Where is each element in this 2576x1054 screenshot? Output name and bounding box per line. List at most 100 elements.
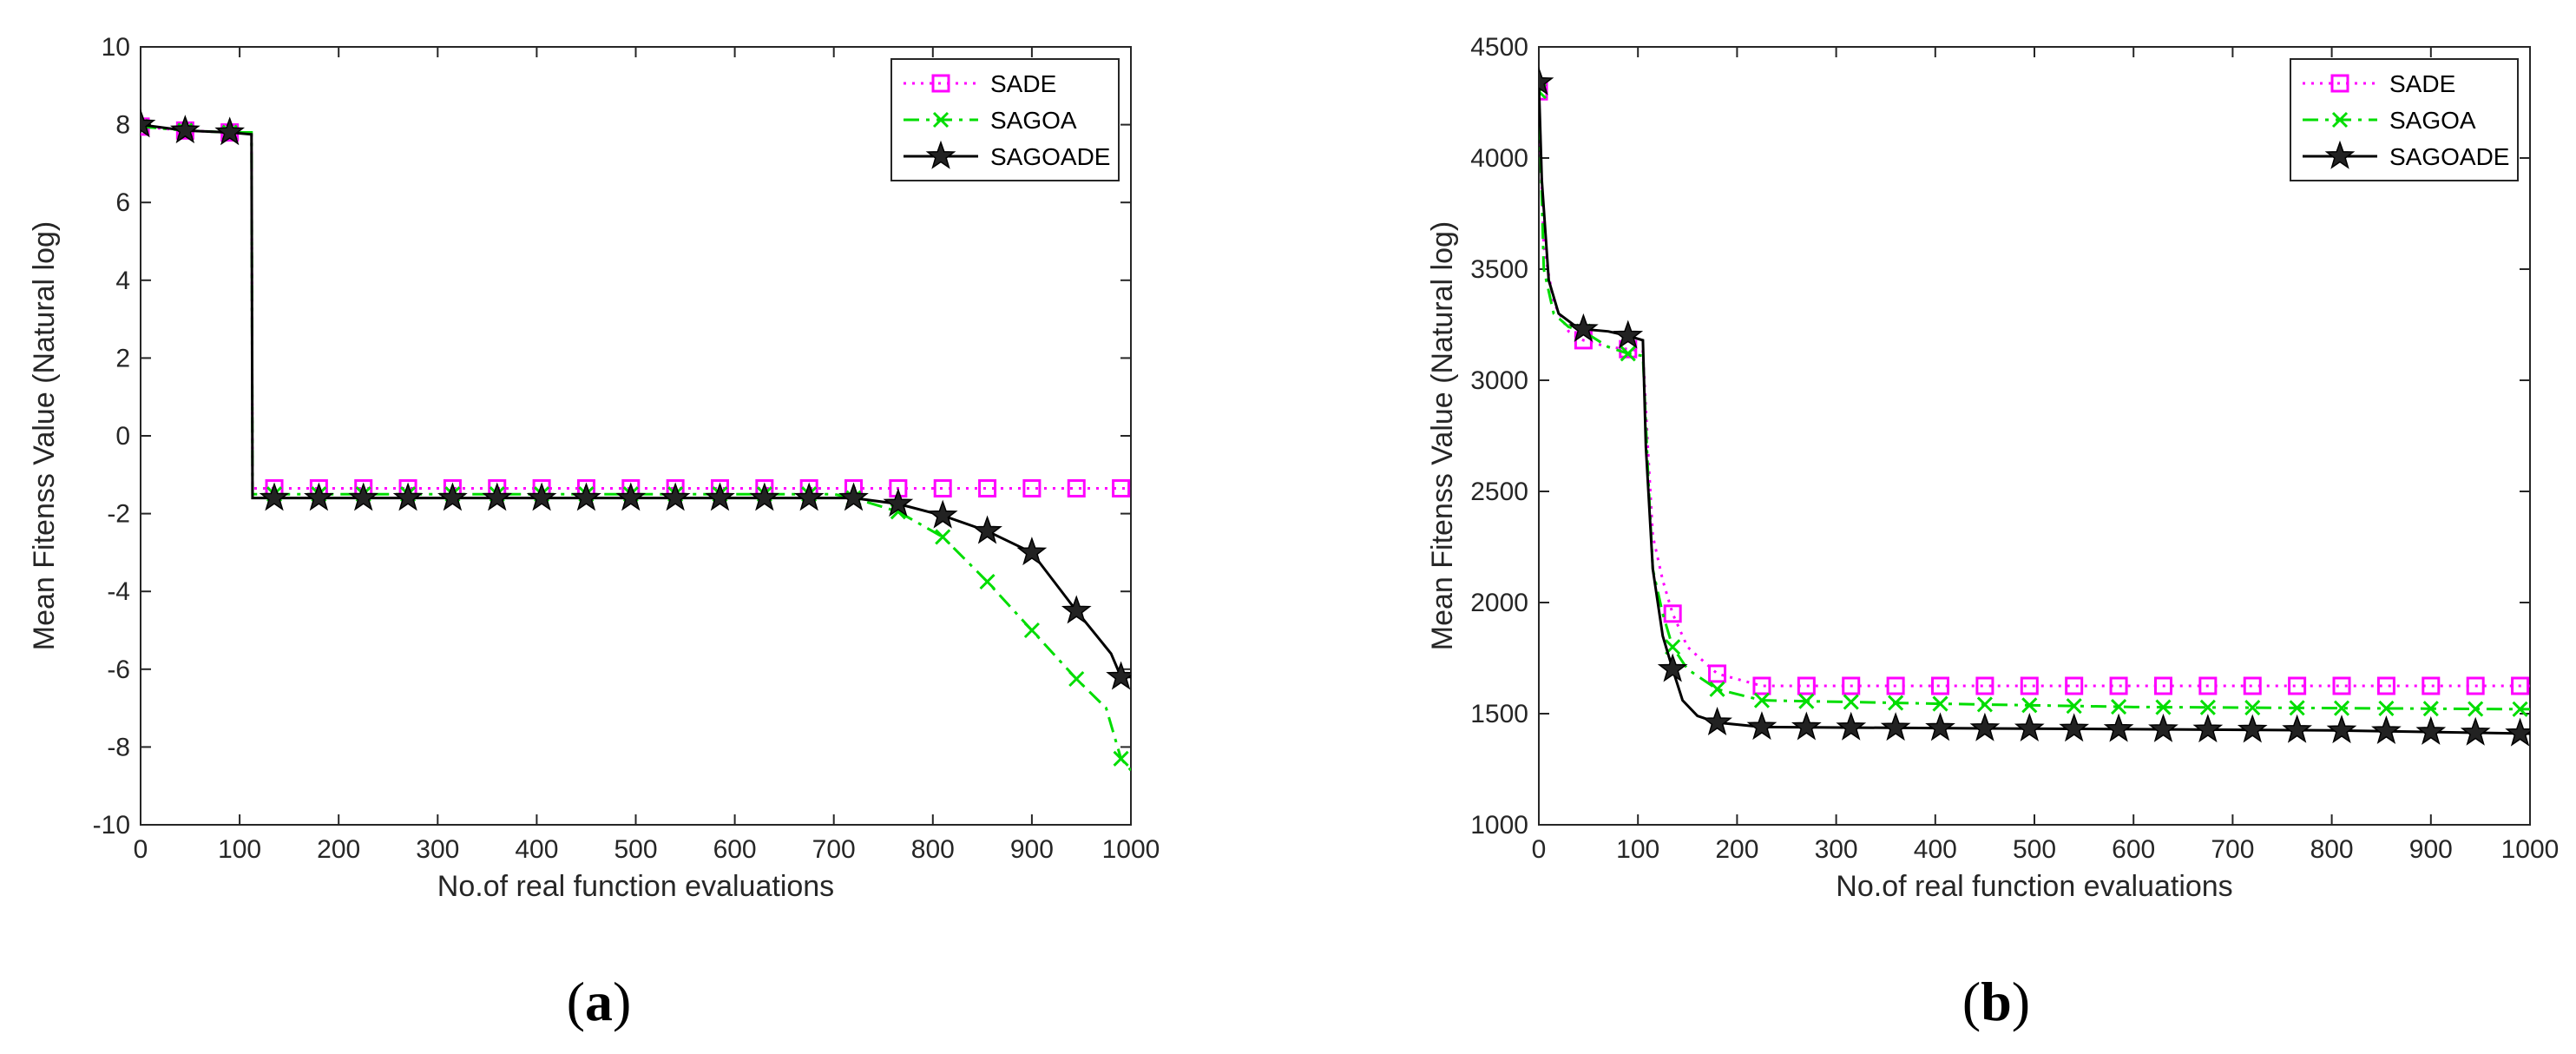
series-marker-sagoade [1061, 595, 1092, 624]
y-tick-label: 1000 [1470, 811, 1528, 840]
series-group [141, 109, 1131, 772]
series-marker-sagoade [214, 116, 246, 146]
y-tick-label: 4 [115, 267, 130, 295]
series-marker-sagoade [1106, 661, 1131, 690]
series-marker-sade [1752, 676, 1771, 695]
series-marker-sagoade [2282, 714, 2312, 743]
series-marker-sagoade [2059, 713, 2090, 742]
legend-marker-sagoa [2331, 111, 2349, 128]
series-marker-sagoa [2422, 701, 2439, 717]
series-marker-sade [2288, 676, 2307, 695]
x-tick-label: 700 [812, 835, 856, 864]
x-tick-label: 800 [911, 835, 955, 864]
series-marker-sade [2422, 676, 2441, 695]
legend-label-sade: SADE [2389, 70, 2455, 97]
series-marker-sagoade [927, 499, 958, 529]
y-tick-label: -10 [93, 811, 130, 840]
series-marker-sagoade [883, 488, 914, 517]
series-marker-sagoa [1932, 695, 1948, 712]
series-marker-sagoa [1843, 694, 1859, 710]
x-tick-label: 200 [317, 835, 360, 864]
series-marker-sagoa [1888, 695, 1904, 711]
x-tick-label: 1000 [1102, 835, 1160, 864]
panel-label: (b) [1962, 971, 2030, 1032]
series-marker-sagoa [1113, 750, 1129, 767]
x-tick-label: 300 [416, 835, 459, 864]
series-marker-sade [1842, 676, 1861, 695]
series-marker-sagoade [1791, 711, 1822, 741]
series-marker-sagoade [2326, 715, 2357, 744]
legend-label-sagoade: SAGOADE [990, 143, 1110, 170]
legend-label-sagoa: SAGOA [2389, 107, 2476, 134]
x-tick-label: 800 [2310, 835, 2354, 864]
series-marker-sagoade [1925, 712, 1955, 741]
series-marker-sagoade [1539, 66, 1554, 96]
series-line-sade [1539, 91, 2530, 688]
series-marker-sagoade [2371, 715, 2402, 745]
legend-label-sagoa: SAGOA [990, 107, 1077, 134]
series-marker-sagoa [979, 573, 996, 590]
y-tick-label: -2 [107, 500, 130, 529]
series-marker-sagoade [392, 482, 424, 511]
series-marker-sagoa [1620, 346, 1636, 362]
series-marker-sagoade [705, 482, 735, 511]
series-marker-sagoade [1836, 711, 1867, 741]
series-marker-sagoade [660, 482, 691, 511]
x-tick-label: 1000 [2501, 835, 2560, 864]
legend-marker-sagoade [925, 140, 956, 169]
legend-marker-sagoade [2324, 140, 2356, 169]
series-marker-sagoa [2468, 701, 2484, 717]
series-marker-sade [1708, 664, 1727, 683]
series-marker-sagoa [2021, 697, 2038, 714]
series-marker-sagoa [1798, 693, 1815, 709]
series-marker-sagoade [2014, 713, 2045, 742]
series-marker-sade [2332, 676, 2351, 695]
series-marker-sagoade [482, 482, 513, 511]
series-marker-sagoa [1753, 692, 1771, 708]
x-tick-label: 500 [2013, 835, 2056, 864]
series-marker-sade [1663, 604, 1682, 623]
series-marker-sagoade [304, 482, 334, 511]
y-axis-label: Mean Fitenss Value (Natural log) [1426, 221, 1459, 650]
legend: SADE SAGOA SAGOADE [890, 58, 1120, 181]
legend-label-sade: SADE [990, 70, 1056, 97]
series-marker-sagoa [2244, 700, 2261, 716]
series-marker-sagoa [2111, 698, 2127, 715]
series-marker-sade [1112, 478, 1131, 497]
series-marker-sagoade [2237, 714, 2268, 743]
legend-label-sagoade: SAGOADE [2389, 143, 2509, 170]
panel-label: (a) [567, 971, 632, 1032]
x-tick-label: 900 [2409, 835, 2453, 864]
x-tick-label: 100 [218, 835, 261, 864]
y-tick-label: 4500 [1470, 33, 1528, 62]
series-marker-sagoade [793, 482, 825, 511]
series-marker-sagoade [571, 482, 601, 511]
y-tick-label: 2 [115, 344, 130, 372]
series-marker-sagoade [1016, 537, 1048, 566]
series-marker-sade [2153, 676, 2172, 695]
series-group [1539, 66, 2530, 747]
series-marker-sagoade [1880, 712, 1911, 741]
series-marker-sagoa [2155, 699, 2172, 715]
series-marker-sagoade [170, 115, 200, 144]
y-tick-label: -4 [107, 577, 130, 606]
legend-marker-sade [2330, 74, 2349, 93]
series-marker-sade [2243, 676, 2262, 695]
x-tick-label: 900 [1010, 835, 1054, 864]
series-marker-sade [2020, 676, 2039, 695]
series-marker-sade [1022, 478, 1042, 497]
series-marker-sagoade [2505, 717, 2530, 747]
x-tick-label: 100 [1616, 835, 1659, 864]
x-tick-label: 700 [2211, 835, 2254, 864]
series-marker-sade [2511, 676, 2530, 695]
series-marker-sagoa [1976, 696, 1993, 713]
series-marker-sagoa [2512, 701, 2528, 717]
series-marker-sade [2466, 676, 2485, 695]
y-tick-label: 0 [115, 422, 130, 451]
y-tick-label: 2500 [1470, 478, 1528, 506]
y-tick-label: 8 [115, 111, 130, 140]
series-marker-sagoade [1746, 711, 1778, 741]
series-marker-sagoade [348, 482, 379, 511]
series-marker-sagoade [2148, 713, 2178, 742]
x-tick-label: 0 [1532, 835, 1547, 864]
